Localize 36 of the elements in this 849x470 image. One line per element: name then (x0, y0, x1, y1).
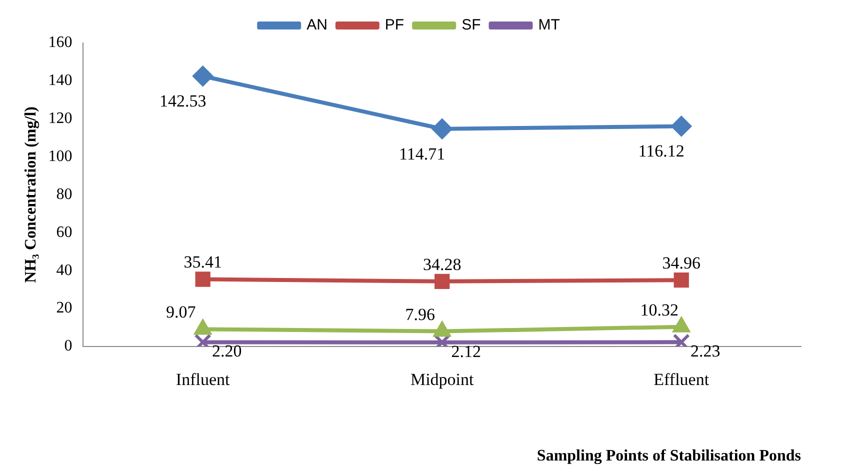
data-label: 2.23 (690, 342, 720, 361)
data-label: 142.53 (159, 92, 206, 111)
data-label: 2.12 (451, 342, 481, 361)
point (192, 66, 214, 87)
data-label: 116.12 (638, 142, 684, 161)
y-axis-title: NH₃ Concentration (mg/l) (22, 106, 40, 283)
point (194, 318, 212, 335)
point (432, 320, 452, 337)
data-label: 35.41 (184, 252, 222, 272)
legend-label: AN (306, 16, 328, 34)
point (672, 316, 691, 332)
data-label: 114.71 (399, 144, 446, 164)
y-tick-label: 80 (56, 186, 72, 203)
data-label: 7.96 (405, 304, 435, 324)
x-tick-label: Influent (176, 370, 230, 390)
point (432, 118, 453, 140)
y-tick-label: 160 (48, 34, 72, 52)
x-tick-label: Midpoint (410, 370, 474, 390)
y-tick-label: 20 (56, 300, 72, 317)
x-axis-title: Sampling Points of Stabilisation Ponds (536, 448, 801, 465)
legend-label: SF (462, 16, 481, 34)
data-label: 9.07 (166, 302, 196, 322)
y-tick-label: 100 (48, 148, 72, 165)
y-tick-label: 60 (56, 224, 72, 241)
y-tick-label: 140 (48, 72, 72, 90)
data-label: 34.28 (422, 254, 462, 274)
point (670, 116, 692, 137)
data-label: 10.32 (640, 300, 678, 320)
data-label: 34.96 (662, 254, 700, 273)
legend-label: MT (538, 16, 560, 34)
x-tick-label: Effluent (654, 370, 710, 390)
legend-label: PF (384, 16, 404, 34)
y-tick-label: 120 (48, 110, 72, 128)
y-tick-label: 40 (56, 262, 72, 279)
data-label: 2.20 (212, 342, 242, 361)
y-tick-label: 0 (64, 338, 72, 355)
